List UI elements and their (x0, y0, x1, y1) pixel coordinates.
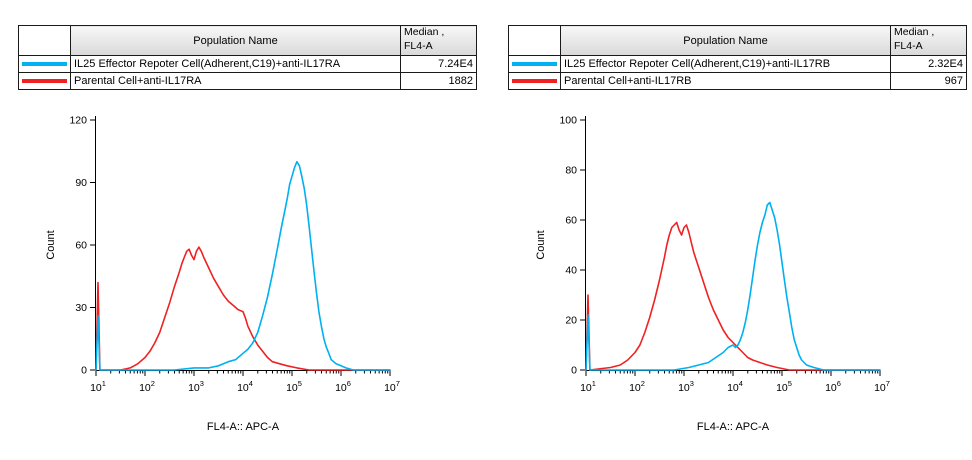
panel-anti-il17ra: Population Name Median , FL4-A IL25 Effe… (18, 25, 477, 442)
swatch-cell (508, 55, 561, 73)
series-color-swatch (22, 79, 67, 83)
svg-text:20: 20 (565, 315, 577, 327)
series-color-swatch (22, 62, 67, 66)
x-axis-label: FL4-A:: APC-A (697, 421, 770, 433)
svg-text:107: 107 (874, 379, 890, 394)
svg-text:60: 60 (565, 215, 577, 227)
series-curve (585, 201, 881, 371)
svg-text:120: 120 (69, 115, 87, 127)
y-axis-label: Count (535, 230, 547, 259)
median-header-line2: FL4-A (404, 39, 433, 52)
svg-text:0: 0 (81, 365, 87, 377)
series-color-swatch (512, 79, 557, 83)
series-curve (585, 221, 881, 371)
population-stats-table: Population Name Median , FL4-A IL25 Effe… (508, 25, 967, 90)
panel-anti-il17rb: Population Name Median , FL4-A IL25 Effe… (508, 25, 967, 442)
table-row: IL25 Effector Repoter Cell(Adherent,C19)… (508, 55, 967, 73)
x-tick-labels: 101 102 103 104 105 106 107 (580, 379, 890, 394)
y-axis-label: Count (45, 230, 57, 259)
table-row: Parental Cell+anti-IL17RA 1882 (18, 72, 477, 90)
swatch-cell (18, 72, 71, 90)
axes (580, 116, 881, 376)
svg-text:101: 101 (90, 379, 106, 394)
figure-page: Population Name Median , FL4-A IL25 Effe… (18, 25, 967, 442)
median-header-line1: Median , (404, 26, 445, 39)
svg-text:101: 101 (580, 379, 596, 394)
y-tick-labels: 0 20 40 60 80 100 (559, 115, 577, 377)
svg-text:0: 0 (571, 365, 577, 377)
svg-text:104: 104 (237, 379, 253, 394)
svg-text:102: 102 (629, 379, 645, 394)
svg-text:103: 103 (188, 379, 204, 394)
table-row: Parental Cell+anti-IL17RB 967 (508, 72, 967, 90)
median-value-cell: 2.32E4 (890, 55, 967, 73)
svg-text:60: 60 (75, 240, 87, 252)
svg-text:30: 30 (75, 302, 87, 314)
flow-histogram-il17rb: 0 20 40 60 80 100 101 102 103 104 105 106 107 Count FL… (535, 115, 890, 434)
svg-text:40: 40 (565, 265, 577, 277)
population-name-header: Population Name (70, 25, 401, 56)
svg-text:100: 100 (559, 115, 577, 127)
median-header: Median , FL4-A (890, 25, 967, 56)
svg-text:105: 105 (286, 379, 302, 394)
svg-text:80: 80 (565, 165, 577, 177)
x-tick-labels: 101 102 103 104 105 106 107 (90, 379, 400, 394)
median-header-line1: Median , (894, 26, 935, 39)
svg-text:102: 102 (139, 379, 155, 394)
histogram-container: 0 20 40 60 80 100 101 102 103 104 105 106 107 Count FL… (512, 104, 966, 442)
table-header-row: Population Name Median , FL4-A (508, 25, 967, 56)
y-tick-labels: 0 30 60 90 120 (69, 115, 87, 377)
series-curve (95, 246, 391, 371)
svg-text:107: 107 (384, 379, 400, 394)
flow-histogram-il17ra: 0 30 60 90 120 101 102 103 104 105 106 107 Count FL4-… (45, 115, 400, 434)
table-row: IL25 Effector Repoter Cell(Adherent,C19)… (18, 55, 477, 73)
population-name-cell: Parental Cell+anti-IL17RB (560, 72, 891, 90)
svg-text:105: 105 (776, 379, 792, 394)
median-value-cell: 7.24E4 (400, 55, 477, 73)
series-color-swatch (512, 62, 557, 66)
median-value-cell: 967 (890, 72, 967, 90)
swatch-column-header (18, 25, 71, 56)
svg-text:103: 103 (678, 379, 694, 394)
swatch-column-header (508, 25, 561, 56)
population-stats-table: Population Name Median , FL4-A IL25 Effe… (18, 25, 477, 90)
population-name-header: Population Name (560, 25, 891, 56)
median-header: Median , FL4-A (400, 25, 477, 56)
histogram-container: 0 30 60 90 120 101 102 103 104 105 106 107 Count FL4-… (22, 104, 476, 442)
population-name-cell: IL25 Effector Repoter Cell(Adherent,C19)… (560, 55, 891, 73)
x-axis-label: FL4-A:: APC-A (207, 421, 280, 433)
swatch-cell (508, 72, 561, 90)
population-name-cell: IL25 Effector Repoter Cell(Adherent,C19)… (70, 55, 401, 73)
median-header-line2: FL4-A (894, 39, 923, 52)
svg-text:90: 90 (75, 177, 87, 189)
svg-text:104: 104 (727, 379, 743, 394)
swatch-cell (18, 55, 71, 73)
table-header-row: Population Name Median , FL4-A (18, 25, 477, 56)
svg-text:106: 106 (825, 379, 841, 394)
svg-text:106: 106 (335, 379, 351, 394)
series-curve (95, 160, 391, 371)
median-value-cell: 1882 (400, 72, 477, 90)
population-name-cell: Parental Cell+anti-IL17RA (70, 72, 401, 90)
axes (90, 116, 391, 376)
